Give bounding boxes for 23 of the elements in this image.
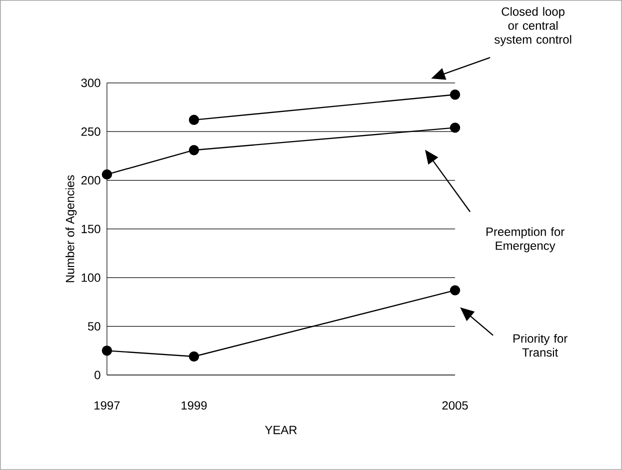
y-tick-label: 250: [81, 127, 100, 136]
point: [450, 122, 460, 133]
point: [188, 114, 200, 126]
point: [102, 169, 112, 180]
y-tick-label: 150: [82, 224, 100, 234]
x-tick-label: 1997: [94, 401, 120, 410]
y-tick-label: 0: [94, 370, 100, 380]
y-tick-label: 100: [82, 273, 100, 282]
point: [188, 351, 200, 362]
text: Closed loop or central system control: [494, 7, 572, 46]
point: [450, 90, 460, 100]
point: [188, 145, 200, 156]
y-axis-title: Number of Agencies: [65, 175, 77, 282]
x-axis-title: YEAR: [264, 426, 297, 434]
text: Priority for Transit: [513, 334, 568, 357]
x-tick-label: 2005: [442, 401, 468, 410]
y-tick-label: 200: [81, 176, 100, 185]
point: [450, 285, 460, 296]
point: [102, 346, 112, 356]
y-tick-label: 300: [81, 78, 100, 88]
y-tick-label: 50: [88, 322, 100, 331]
x-tick-label: 1999: [182, 401, 207, 410]
text: Preemption for Emergency: [486, 227, 564, 252]
